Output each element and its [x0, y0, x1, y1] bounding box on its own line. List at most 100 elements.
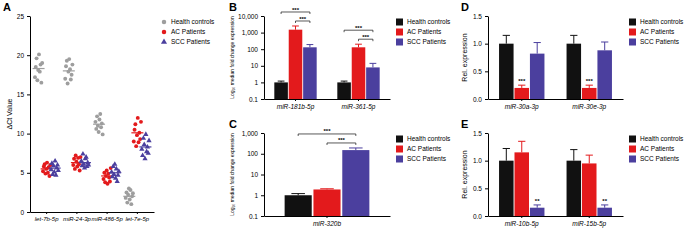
- marks: [274, 26, 379, 99]
- mean-line: [93, 124, 105, 125]
- legend-label: SCC Patients: [171, 38, 211, 45]
- legend-label: AC Patients: [407, 145, 442, 152]
- y-tick-label: 0.1: [249, 213, 258, 220]
- x-tick: miR-30a-3p: [505, 99, 539, 111]
- legend-label: SCC Patients: [407, 155, 447, 162]
- legend-label: AC Patients: [407, 28, 442, 35]
- error-bar: [291, 194, 305, 196]
- point: [129, 188, 133, 192]
- error-bar: [370, 63, 377, 67]
- mean-line: [33, 68, 45, 69]
- panel-title: A: [3, 1, 11, 13]
- point: [64, 64, 68, 68]
- x-axis-line: [489, 99, 624, 100]
- legend-swatch: [396, 29, 403, 36]
- legend-swatch: [396, 136, 403, 143]
- y-tick-mark: [27, 134, 30, 135]
- point: [145, 144, 150, 149]
- plot-area: 0.00.51.01.5miR-10b-5pmiR-15b-5p****Heal…: [473, 130, 684, 228]
- y-tick-label: 1,000: [242, 130, 259, 137]
- point: [63, 77, 67, 81]
- mean-line: [63, 70, 75, 71]
- point: [111, 171, 116, 176]
- point: [67, 57, 71, 61]
- y-tick: 0.5: [473, 185, 488, 192]
- y-tick: 0.0: [473, 96, 488, 103]
- point: [146, 150, 151, 155]
- panel: AΔCt Value0510152025let-7b-5pmiR-24-3pmi…: [3, 1, 215, 222]
- x-axis: miR-320b: [265, 216, 391, 227]
- y-tick-mark: [261, 175, 264, 176]
- x-tick: miR-320b: [313, 216, 342, 227]
- bar: [530, 208, 545, 216]
- legend-swatch: [396, 146, 403, 153]
- y-tick: 0.0: [473, 213, 488, 220]
- figure: AΔCt Value0510152025let-7b-5pmiR-24-3pmi…: [0, 0, 691, 234]
- y-tick: 10: [251, 171, 264, 178]
- y-tick-label: 1,000: [242, 29, 259, 36]
- point: [84, 154, 89, 159]
- error-bar: [503, 148, 510, 160]
- y-tick-label: 10,000: [238, 13, 258, 20]
- error-bar: [355, 44, 362, 47]
- panel-title: D: [461, 1, 469, 13]
- panel-title: C: [229, 118, 237, 130]
- y-tick-mark: [485, 133, 488, 134]
- error-bar: [292, 26, 299, 30]
- y-tick-mark: [27, 94, 30, 95]
- bar: [597, 50, 612, 99]
- y-tick-mark: [261, 33, 264, 34]
- significance-label: ***: [299, 15, 307, 21]
- error-bar: [307, 45, 314, 48]
- legend-label: AC Patients: [171, 28, 206, 35]
- point: [139, 120, 143, 124]
- x-axis-line: [265, 99, 391, 100]
- panel: BLog₁₀ median fold change expression0.11…: [229, 1, 451, 111]
- significance-label: **: [602, 198, 607, 204]
- y-tick-label: 0.1: [249, 96, 258, 103]
- x-tick-label: miR-30e-3p: [572, 103, 606, 111]
- x-tick: miR-30e-3p: [572, 99, 606, 111]
- point: [142, 142, 147, 147]
- point: [131, 191, 135, 195]
- panel: DRel. expression0.00.51.01.5miR-30a-3pmi…: [461, 1, 684, 111]
- x-tick: let-7e-5p: [126, 212, 150, 222]
- point: [69, 78, 73, 82]
- point: [48, 167, 53, 172]
- x-axis: miR-30a-3p miR-30e-3p: [489, 99, 624, 111]
- y-tick: 20: [17, 52, 30, 59]
- legend-swatch: [629, 156, 636, 163]
- y-tick-mark: [261, 133, 264, 134]
- point: [79, 158, 84, 163]
- y-tick: 1: [254, 79, 264, 86]
- legend-swatch: [629, 39, 636, 46]
- error-bar: [349, 148, 363, 150]
- error-bar: [570, 35, 577, 43]
- legend-label: Health controls: [407, 135, 451, 142]
- error-bar: [586, 85, 593, 88]
- x-tick-label: let-7e-5p: [126, 216, 150, 222]
- y-tick-label: 0: [20, 209, 24, 216]
- y-axis-title: Log₁₀ median fold change expression: [229, 133, 235, 216]
- y-tick-mark: [261, 195, 264, 196]
- legend-label: SCC Patients: [407, 38, 447, 45]
- y-tick: 1.0: [473, 40, 488, 47]
- point: [112, 161, 117, 166]
- mean-line: [131, 132, 143, 133]
- y-tick-label: 0.5: [473, 68, 482, 75]
- y-tick-label: 1.0: [473, 40, 482, 47]
- point: [70, 73, 74, 77]
- significance-label: ***: [338, 137, 346, 143]
- y-tick-label: 10: [251, 171, 259, 178]
- x-tick-label: miR-15b-5p: [572, 220, 606, 228]
- y-tick: 10: [17, 130, 30, 137]
- y-tick: 0.5: [473, 68, 488, 75]
- y-tick-label: 5: [20, 169, 24, 176]
- y-tick: 0.1: [249, 96, 264, 103]
- y-axis: 0.0 0.5 1.0 1.5: [473, 13, 489, 103]
- y-tick: 1.5: [473, 13, 488, 20]
- y-tick-mark: [485, 16, 488, 17]
- point: [115, 178, 120, 183]
- mean-line: [79, 162, 91, 163]
- x-tick-mark: [327, 216, 328, 218]
